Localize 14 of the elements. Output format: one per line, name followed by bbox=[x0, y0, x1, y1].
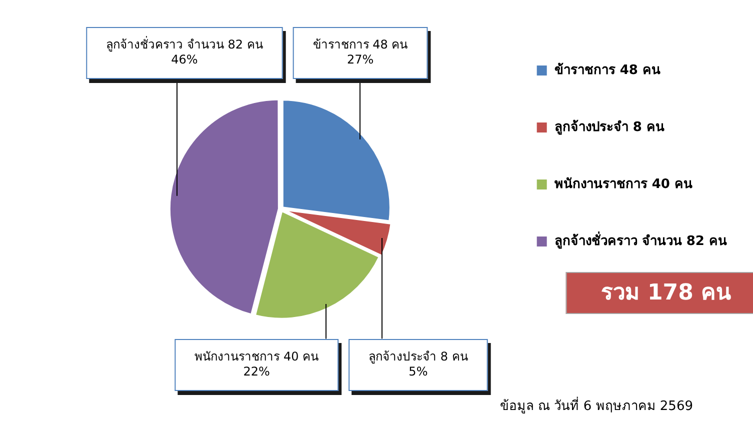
legend-label: ลูกจ้างชั่วคราว จำนวน 82 คน bbox=[554, 230, 728, 249]
legend-label: พนักงานราชการ 40 คน bbox=[554, 176, 692, 192]
slice-label: ลูกจ้างชั่วคราว จำนวน 82 คน bbox=[106, 36, 263, 53]
text: ข้อมูล ณ วันที่ 6 พฤษภาคม 2569 bbox=[500, 397, 693, 414]
data-label: 22% bbox=[243, 364, 270, 379]
slice-label: ข้าราชการ 48 คน bbox=[312, 38, 408, 52]
slice-label: ลูกจ้างประจำ 8 คน bbox=[368, 350, 468, 365]
data-label: 27% bbox=[346, 52, 374, 67]
legend-label: ข้าราชการ 48 คน bbox=[554, 62, 660, 78]
data-label: 46% bbox=[171, 52, 198, 67]
data-label: 5% bbox=[408, 364, 428, 379]
slice-label: พนักงานราชการ 40 คน bbox=[194, 350, 319, 364]
legend-label: ลูกจ้างประจำ 8 คน bbox=[554, 118, 664, 135]
text: รวม 178 คน bbox=[600, 280, 732, 306]
